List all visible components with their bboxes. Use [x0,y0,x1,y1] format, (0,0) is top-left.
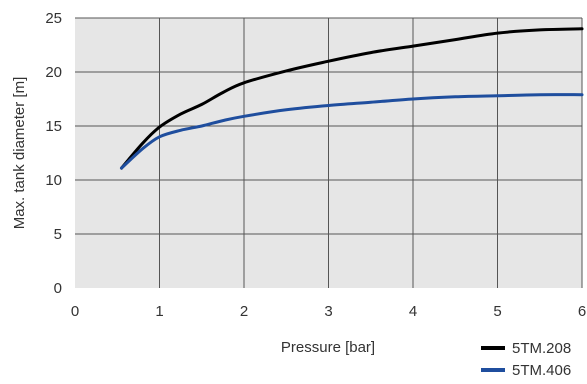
y-tick-label: 0 [54,280,62,297]
x-tick-label: 1 [155,303,163,320]
series-line [120,93,584,170]
series-lines [120,27,584,170]
x-tick-label: 4 [409,303,417,320]
y-tick-label: 5 [54,226,62,243]
x-axis-ticks: 0 1 2 3 4 5 6 [71,303,586,320]
x-axis-title: Pressure [bar] [281,339,375,356]
y-tick-label: 15 [45,118,62,135]
x-tick-label: 0 [71,303,79,320]
y-axis-title: Max. tank diameter [m] [11,77,28,230]
legend-label: 5TM.208 [512,340,571,357]
x-tick-label: 5 [493,303,501,320]
y-tick-label: 25 [45,10,62,27]
legend-label: 5TM.406 [512,362,571,379]
legend: 5TM.208 5TM.406 [481,340,571,379]
y-axis-ticks: 0 5 10 15 20 25 [45,10,62,297]
x-tick-label: 2 [240,303,248,320]
x-tick-label: 3 [324,303,332,320]
series-line [120,27,584,170]
y-tick-label: 10 [45,172,62,189]
y-tick-label: 20 [45,64,62,81]
x-tick-label: 6 [578,303,586,320]
